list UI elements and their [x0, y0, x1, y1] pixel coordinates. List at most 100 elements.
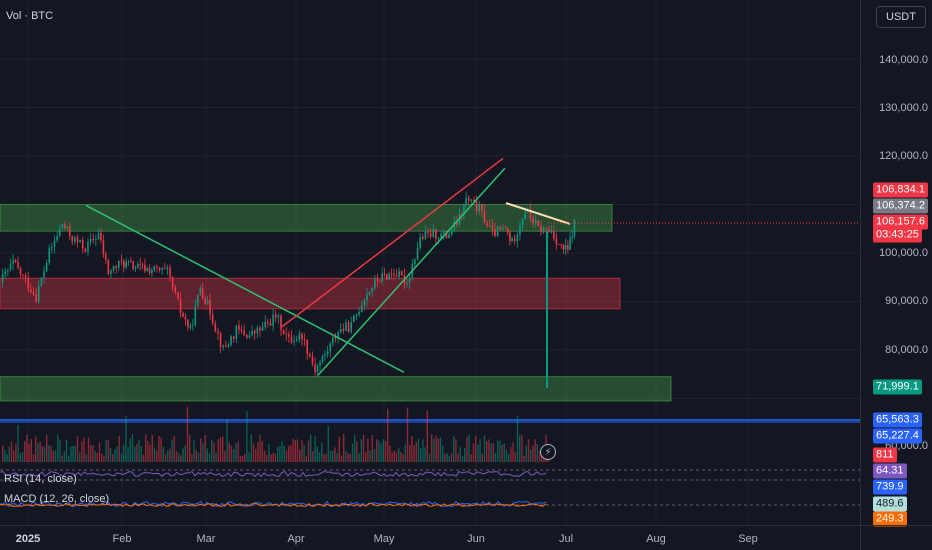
volume-bar — [222, 436, 224, 462]
volume-bar — [90, 445, 92, 462]
time-tick: 2025 — [15, 533, 41, 545]
price-chart[interactable] — [0, 0, 860, 525]
candle-body — [427, 232, 429, 233]
volume-bar — [483, 435, 486, 462]
volume-bar — [450, 453, 453, 462]
candle-body — [524, 211, 526, 220]
volume-bar — [112, 454, 114, 462]
candle-body — [37, 286, 40, 302]
candle-body — [196, 294, 199, 306]
time-axis[interactable]: 2025 Feb Mar Apr May Jun Jul Aug Sep — [0, 525, 860, 550]
candle-body — [306, 339, 309, 355]
candle-body — [174, 287, 177, 293]
candle-body — [321, 356, 324, 363]
candle-body — [30, 289, 32, 293]
volume-bar — [127, 446, 129, 462]
time-tick: Feb — [112, 533, 132, 545]
candle-body — [316, 365, 319, 373]
candle-body — [267, 321, 269, 323]
volume-bar — [153, 447, 156, 462]
candle-body — [303, 339, 306, 341]
lightning-bolt-icon[interactable]: ⚡ — [540, 444, 556, 460]
chart-area[interactable]: Vol · BTC RSI (14, close) MACD (12, 26, … — [0, 0, 860, 525]
volume-bar — [8, 446, 10, 462]
candle-body — [363, 300, 366, 306]
volume-bar — [534, 439, 536, 462]
volume-bar — [439, 437, 442, 462]
candle-body — [32, 292, 35, 295]
volume-bar — [136, 443, 138, 462]
candle-body — [419, 236, 421, 249]
candle-body — [368, 291, 371, 295]
candle-body — [285, 333, 288, 335]
volume-bar — [52, 450, 54, 462]
candle-body — [486, 222, 488, 226]
candle-body — [9, 263, 12, 270]
volume-bar — [160, 437, 162, 462]
volume-bar — [263, 450, 266, 462]
volume-bar — [103, 455, 105, 462]
candle-body — [332, 337, 334, 344]
candle-body — [516, 234, 519, 242]
volume-bar — [409, 444, 411, 462]
volume-bar — [354, 435, 356, 462]
volume-bar — [279, 445, 281, 462]
volume-bar — [239, 455, 241, 462]
candle-body — [309, 354, 311, 357]
volume-bar — [288, 445, 290, 462]
candle-body — [366, 294, 368, 301]
candle-body — [112, 266, 115, 271]
volume-bar — [241, 455, 244, 462]
volume-bar — [68, 455, 70, 462]
volume-bar — [373, 449, 376, 462]
volume-bar — [138, 439, 140, 462]
volume-bar — [191, 454, 193, 462]
volume-bar — [123, 445, 125, 462]
volume-bar — [468, 434, 470, 462]
volume-bar — [356, 441, 358, 462]
volume-bar — [116, 446, 118, 462]
candle-body — [504, 227, 507, 229]
volume-bar — [508, 453, 510, 462]
volume-bar — [299, 449, 301, 462]
volume-bar — [39, 441, 41, 462]
volume-bar — [43, 446, 46, 462]
zone-mid — [0, 277, 621, 310]
candle-body — [151, 270, 153, 273]
volume-bar — [290, 445, 292, 462]
candle-body — [488, 225, 491, 227]
high-price-tag: 106,834.1 — [873, 182, 928, 198]
volume-bar — [246, 411, 248, 462]
volume-bar — [50, 446, 52, 462]
time-tick: Apr — [287, 533, 305, 545]
candle-body — [429, 232, 432, 237]
candle-body — [19, 268, 22, 275]
candle-body — [406, 282, 408, 284]
volume-bar — [30, 438, 32, 462]
volume-bar — [6, 454, 8, 462]
volume-bar — [376, 439, 378, 462]
volume-bar — [261, 441, 263, 462]
volume-bar — [248, 452, 250, 462]
volume-bar — [79, 452, 81, 462]
volume-bar — [266, 454, 268, 462]
candle-body — [253, 330, 256, 334]
volume-bar — [270, 454, 272, 462]
candle-body — [437, 237, 440, 239]
candle-body — [122, 261, 125, 268]
mid-price-tag: 106,374.2 — [873, 198, 928, 214]
volume-bar — [17, 424, 19, 462]
candle-body — [395, 275, 398, 278]
volume-bar — [393, 450, 395, 462]
candle-body — [139, 264, 142, 265]
candle-body — [532, 218, 534, 224]
volume-bar — [283, 445, 285, 462]
currency-button[interactable]: USDT — [876, 6, 926, 28]
candle-body — [314, 363, 316, 373]
price-axis[interactable]: 140,000.0 130,000.0 120,000.0 100,000.0 … — [860, 0, 932, 525]
volume-tag: 811 — [873, 447, 897, 463]
candle-body — [48, 248, 51, 264]
volume-bar — [446, 453, 448, 462]
time-tick: May — [373, 533, 395, 545]
macd-line — [0, 500, 547, 508]
